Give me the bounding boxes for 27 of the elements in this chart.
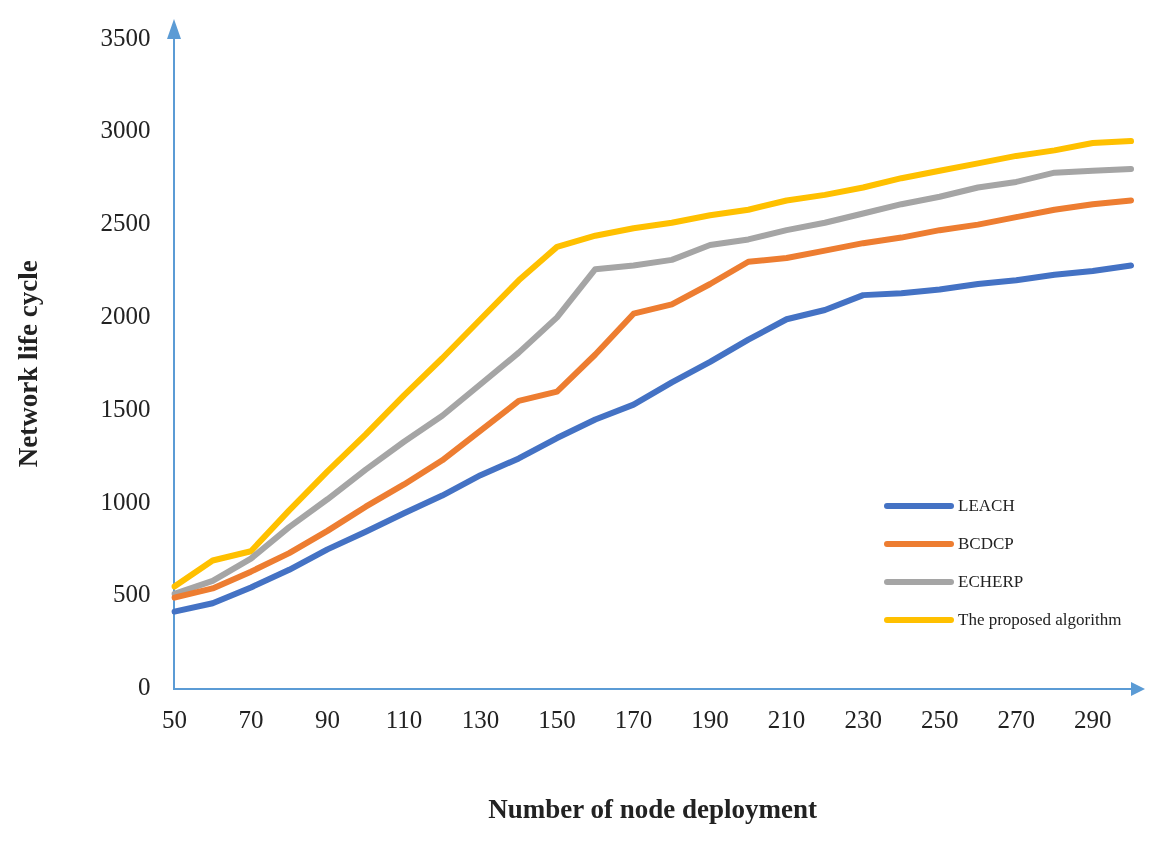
x-tick-label: 50 [161,706,187,734]
legend-label: The proposed algorithm [958,609,1122,630]
x-tick-label: 270 [997,706,1035,734]
x-tick-label: 110 [385,706,423,734]
x-tick-label: 290 [1073,706,1112,734]
y-tick-label: 500 [112,580,151,608]
y-tick-label: 0 [137,673,151,701]
x-tick-label: 130 [461,706,500,734]
x-tick-label: 150 [538,706,576,734]
legend-label: ECHERP [958,571,1024,592]
x-tick-label: 210 [767,706,806,734]
y-tick-label: 1000 [100,487,151,515]
y-tick-label: 1500 [100,394,151,422]
y-axis-title: Network life cycle [13,260,44,468]
x-tick-label: 90 [314,706,340,734]
x-axis-title: Number of node deployment [488,793,818,824]
x-tick-label: 170 [614,706,653,734]
x-tick-label: 250 [920,706,959,734]
y-tick-label: 2500 [100,209,151,237]
legend-label: LEACH [958,495,1015,516]
legend-label: BCDCP [958,533,1014,554]
x-tick-label: 70 [238,706,264,734]
y-tick-label: 3000 [100,116,151,144]
y-tick-label: 3500 [100,23,151,51]
x-tick-label: 190 [691,706,729,734]
x-tick-label: 230 [844,706,882,734]
y-tick-label: 2000 [100,301,151,329]
